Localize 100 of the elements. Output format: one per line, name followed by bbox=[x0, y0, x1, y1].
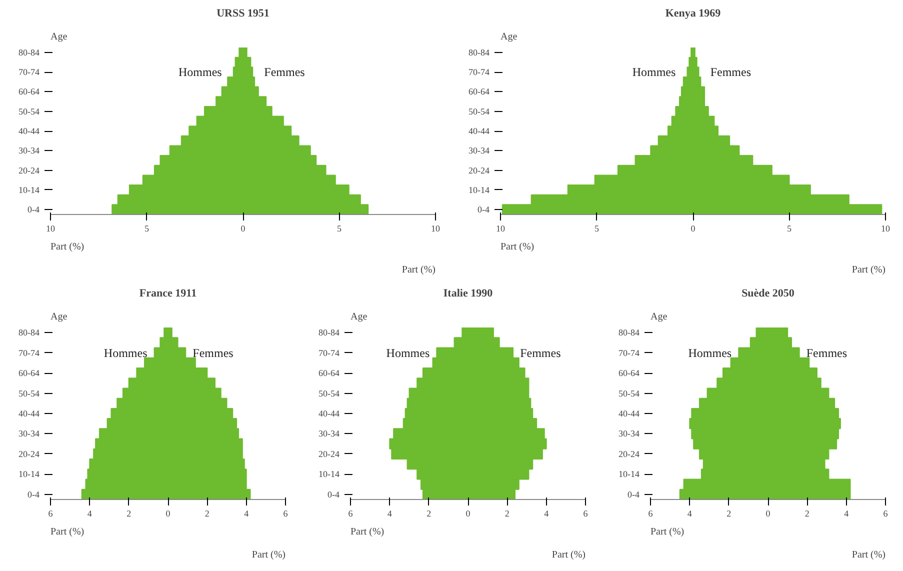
y-tick-label: 80-84 bbox=[318, 328, 340, 338]
series-label: Hommes bbox=[104, 346, 148, 360]
y-tick-label: 50-54 bbox=[468, 106, 490, 116]
x-tick-label: 4 bbox=[87, 508, 92, 518]
y-tick-label: 10-14 bbox=[18, 469, 40, 480]
y-tick-label: 20-24 bbox=[18, 448, 40, 459]
chart-title: Italie 1990 bbox=[443, 288, 494, 300]
x-tick-label: 0 bbox=[240, 224, 246, 234]
series-label: Femmes bbox=[710, 65, 752, 80]
y-tick-label: 40-44 bbox=[18, 408, 40, 418]
x-tick-label: 2 bbox=[726, 508, 732, 518]
x-tick-label: 6 bbox=[648, 508, 654, 518]
y-tick-label: 10-14 bbox=[618, 469, 640, 480]
y-tick-label: 10-14 bbox=[318, 469, 340, 480]
y-axis-title: Age bbox=[500, 32, 518, 42]
x-tick-label: 4 bbox=[544, 508, 550, 518]
series-label: Hommes bbox=[178, 65, 222, 80]
x-tick-label: 4 bbox=[687, 508, 692, 518]
x-tick-label: 0 bbox=[466, 508, 471, 518]
y-tick-label: 40-44 bbox=[318, 408, 340, 418]
y-tick-label: 40-44 bbox=[18, 126, 40, 136]
series-label: Femmes bbox=[520, 346, 562, 360]
x-tick-label: 5 bbox=[787, 224, 792, 234]
x-tick-label: 0 bbox=[690, 224, 696, 234]
x-tick-label: 4 bbox=[844, 508, 850, 518]
x-axis-title: Part (%) bbox=[650, 526, 684, 538]
y-tick-label: 50-54 bbox=[318, 388, 340, 398]
y-axis-title: Age bbox=[50, 312, 68, 322]
x-axis-title: Part (%) bbox=[50, 242, 84, 252]
y-tick-label: 50-54 bbox=[18, 106, 40, 116]
y-tick-label: 30-34 bbox=[318, 428, 340, 439]
y-tick-label: 80-84 bbox=[618, 328, 640, 338]
text: Part (%) bbox=[852, 550, 886, 560]
y-tick-label: 0-4 bbox=[478, 204, 490, 215]
series-label: Femmes bbox=[192, 346, 234, 360]
x-tick-label: 5 bbox=[594, 224, 600, 234]
text: Part (%) bbox=[852, 264, 886, 276]
x-tick-label: 2 bbox=[126, 508, 132, 518]
series-label: Hommes bbox=[688, 346, 732, 360]
y-tick-label: 70-74 bbox=[468, 67, 490, 78]
text: Part (%) bbox=[252, 550, 286, 560]
x-tick-label: 4 bbox=[387, 508, 392, 518]
y-tick-label: 70-74 bbox=[18, 67, 40, 78]
y-tick-label: 20-24 bbox=[618, 448, 640, 459]
y-tick-label: 80-84 bbox=[468, 47, 490, 58]
chart-title: Suède 2050 bbox=[742, 288, 795, 300]
y-tick-label: 30-34 bbox=[618, 428, 640, 439]
y-tick-label: 0-4 bbox=[328, 489, 340, 500]
y-axis-title: Age bbox=[50, 32, 68, 42]
y-axis-title: Age bbox=[350, 312, 368, 322]
y-tick-label: 60-64 bbox=[468, 86, 490, 97]
x-tick-label: 6 bbox=[883, 508, 888, 518]
y-tick-label: 40-44 bbox=[618, 408, 640, 418]
y-tick-label: 30-34 bbox=[18, 428, 40, 439]
y-tick-label: 80-84 bbox=[18, 47, 40, 58]
chart-title: Kenya 1969 bbox=[665, 8, 722, 20]
text: Part (%) bbox=[402, 264, 436, 276]
y-tick-label: 40-44 bbox=[468, 126, 490, 136]
text: Part (%) bbox=[552, 550, 586, 560]
y-tick-label: 70-74 bbox=[618, 348, 640, 358]
y-tick-label: 70-74 bbox=[18, 348, 40, 358]
x-tick-label: 2 bbox=[504, 508, 510, 518]
chart-title: URSS 1951 bbox=[216, 8, 270, 20]
x-tick-label: 6 bbox=[583, 508, 588, 518]
chart-title: France 1911 bbox=[139, 288, 197, 300]
series-label: Femmes bbox=[264, 65, 306, 80]
y-tick-label: 10-14 bbox=[18, 184, 40, 195]
y-tick-label: 50-54 bbox=[18, 388, 40, 398]
y-tick-label: 70-74 bbox=[318, 348, 340, 358]
y-tick-label: 20-24 bbox=[468, 165, 490, 176]
y-tick-label: 60-64 bbox=[318, 368, 340, 378]
x-tick-label: 2 bbox=[204, 508, 210, 518]
y-tick-label: 60-64 bbox=[618, 368, 640, 378]
x-axis-title: Part (%) bbox=[50, 526, 84, 538]
x-tick-label: 6 bbox=[348, 508, 354, 518]
series-label: Hommes bbox=[632, 65, 676, 80]
y-tick-label: 30-34 bbox=[468, 146, 490, 156]
x-axis-title: Part (%) bbox=[350, 526, 384, 538]
y-tick-label: 60-64 bbox=[18, 86, 40, 97]
y-tick-label: 80-84 bbox=[18, 328, 40, 338]
x-tick-label: 10 bbox=[431, 224, 440, 234]
x-tick-label: 10 bbox=[496, 224, 506, 234]
y-tick-label: 60-64 bbox=[18, 368, 40, 378]
series-label: Hommes bbox=[386, 346, 430, 360]
y-tick-label: 0-4 bbox=[28, 204, 40, 215]
y-axis-title: Age bbox=[650, 312, 668, 322]
y-tick-label: 30-34 bbox=[18, 146, 40, 156]
y-tick-label: 20-24 bbox=[318, 448, 340, 459]
x-tick-label: 2 bbox=[426, 508, 432, 518]
x-tick-label: 0 bbox=[766, 508, 771, 518]
series-label: Femmes bbox=[806, 346, 848, 360]
y-tick-label: 0-4 bbox=[628, 489, 640, 500]
y-tick-label: 10-14 bbox=[468, 184, 490, 195]
x-tick-label: 6 bbox=[283, 508, 288, 518]
x-tick-label: 6 bbox=[48, 508, 54, 518]
x-axis-title: Part (%) bbox=[500, 242, 534, 252]
x-tick-label: 10 bbox=[46, 224, 56, 234]
x-tick-label: 10 bbox=[881, 224, 890, 234]
x-tick-label: 4 bbox=[244, 508, 250, 518]
y-tick-label: 50-54 bbox=[618, 388, 640, 398]
